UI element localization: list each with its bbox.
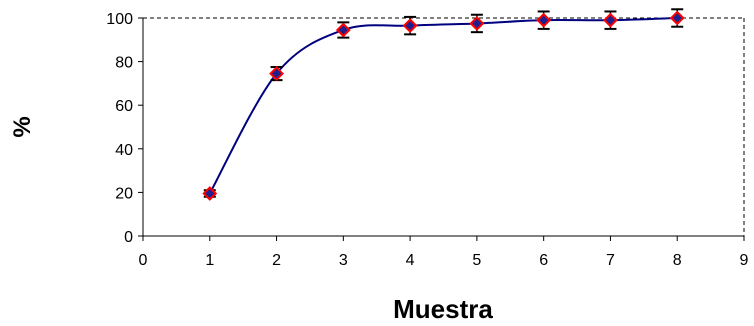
y-axis-title: % [9,116,36,137]
x-tick-label: 6 [539,252,548,269]
x-axis-title: Muestra [393,294,493,324]
data-point-marker [669,10,685,26]
y-tick-label: 40 [115,142,133,159]
x-tick-label: 9 [740,252,749,269]
x-tick-label: 2 [272,252,281,269]
y-tick-label: 100 [106,11,133,28]
x-axis-ticks: 0 1 2 3 4 5 6 7 8 9 [139,236,749,269]
y-tick-label: 20 [115,185,133,202]
data-point-marker [469,16,485,31]
data-point-marker [536,12,552,28]
x-tick-label: 3 [339,252,348,269]
trend-curve-layer [208,17,678,194]
y-tick-label: 80 [115,55,133,72]
markers-layer [202,10,685,201]
data-point-marker [402,18,418,34]
data-point-marker [335,22,351,38]
x-tick-label: 8 [673,252,682,269]
data-point-marker [269,66,284,82]
data-point-marker [603,12,618,28]
y-axis-ticks: 0 20 40 60 80 100 [106,11,143,246]
x-tick-label: 1 [205,252,214,269]
y-tick-label: 0 [124,229,133,246]
x-tick-label: 7 [606,252,615,269]
error-bars-layer [203,8,684,198]
y-tick-label: 60 [115,98,133,115]
x-tick-label: 4 [406,252,415,269]
plot-frame [142,17,745,237]
data-point-marker [202,186,218,201]
x-tick-label: 5 [472,252,481,269]
series-line [208,17,678,194]
x-tick-label: 0 [139,252,148,269]
